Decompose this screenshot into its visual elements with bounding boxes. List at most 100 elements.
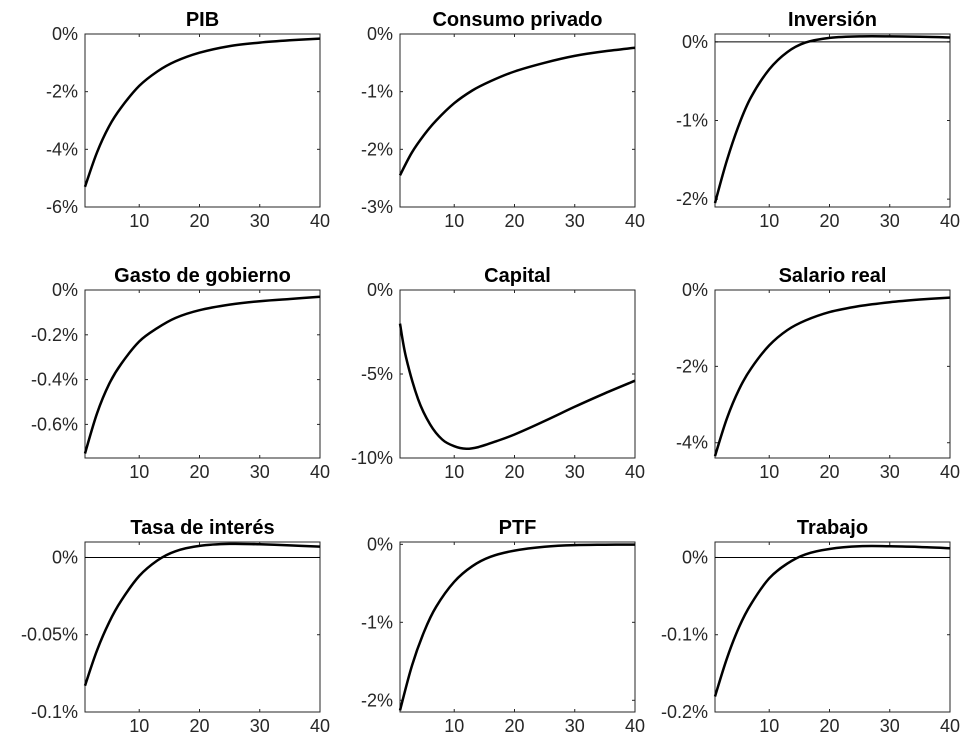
x-tick-label: 40: [625, 211, 645, 231]
y-tick-label: 0%: [52, 547, 78, 567]
x-tick-label: 40: [310, 462, 330, 482]
axes-box: [714, 33, 951, 208]
panel-title: Salario real: [779, 265, 887, 287]
panel-title: Capital: [484, 265, 551, 287]
x-tick-label: 40: [310, 716, 330, 736]
x-tick-label: 10: [129, 716, 149, 736]
x-tick-label: 40: [940, 716, 960, 736]
y-tick-label: -0.4%: [31, 370, 78, 390]
y-tick-label: 0%: [367, 24, 393, 44]
x-tick-label: 20: [819, 462, 839, 482]
y-tick-label: -1%: [361, 82, 393, 102]
y-tick-label: -1%: [676, 111, 708, 131]
y-tick-label: -4%: [676, 433, 708, 453]
x-tick-label: 10: [759, 462, 779, 482]
response-line: [83, 542, 321, 687]
panel-title: Gasto de gobierno: [114, 265, 291, 287]
y-tick-label: -0.1%: [31, 702, 78, 722]
x-tick-label: 20: [819, 211, 839, 231]
panel-title: PTF: [499, 517, 537, 539]
x-tick-label: 40: [625, 462, 645, 482]
panel-title: Tasa de interés: [130, 517, 274, 539]
y-tick-label: -2%: [676, 189, 708, 209]
y-tick-label: 0%: [682, 32, 708, 52]
axes-box: [399, 33, 636, 208]
x-tick-label: 40: [625, 716, 645, 736]
y-tick-label: -10%: [351, 448, 393, 468]
y-tick-label: -0.1%: [661, 625, 708, 645]
x-tick-label: 20: [189, 211, 209, 231]
x-tick-label: 30: [565, 211, 585, 231]
response-line: [713, 34, 951, 204]
axes-box: [84, 289, 321, 459]
y-tick-label: -0.05%: [21, 625, 78, 645]
y-tick-label: 0%: [367, 534, 393, 554]
x-tick-label: 30: [880, 211, 900, 231]
x-tick-label: 10: [444, 716, 464, 736]
x-tick-label: 30: [250, 462, 270, 482]
x-tick-label: 10: [129, 462, 149, 482]
panel-2: Consumo privado 10 20 30 40 -3% -2% -1% 0%: [361, 9, 645, 231]
x-tick-label: 20: [819, 716, 839, 736]
y-tick-label: -4%: [46, 139, 78, 159]
x-tick-label: 40: [310, 211, 330, 231]
axes-box: [714, 541, 951, 713]
x-tick-label: 20: [504, 211, 524, 231]
y-tick-label: -1%: [361, 612, 393, 632]
x-tick-label: 30: [880, 462, 900, 482]
x-tick-label: 10: [759, 716, 779, 736]
x-tick-label: 10: [444, 462, 464, 482]
axes-box: [714, 289, 951, 459]
x-tick-label: 20: [189, 462, 209, 482]
response-line: [398, 323, 636, 451]
axes-box: [399, 541, 636, 713]
x-tick-label: 30: [565, 716, 585, 736]
panel-5: Capital 10 20 30 40 -10% -5% 0%: [351, 265, 645, 482]
panel-6: Salario real 10 20 30 40 -4% -2% 0%: [676, 265, 960, 482]
response-line: [713, 544, 951, 697]
response-line: [398, 543, 636, 711]
y-tick-label: -0.2%: [31, 325, 78, 345]
axes-box: [84, 33, 321, 208]
y-tick-label: 0%: [682, 280, 708, 300]
x-tick-label: 30: [250, 211, 270, 231]
response-line: [83, 37, 321, 188]
y-tick-label: -3%: [361, 197, 393, 217]
x-tick-label: 40: [940, 211, 960, 231]
axes-box: [84, 541, 321, 713]
y-tick-label: 0%: [52, 280, 78, 300]
response-line: [83, 295, 321, 454]
panel-3: Inversión 10 20 30 40 -2% -1% 0%: [676, 9, 960, 231]
panel-9: Trabajo 10 20 30 40 -0.2% -0.1% 0%: [661, 517, 960, 736]
x-tick-label: 40: [940, 462, 960, 482]
panel-title: PIB: [186, 9, 219, 31]
y-tick-label: 0%: [682, 547, 708, 567]
y-tick-label: 0%: [367, 280, 393, 300]
y-tick-label: -0.2%: [661, 702, 708, 722]
y-tick-label: -0.6%: [31, 414, 78, 434]
x-tick-label: 10: [129, 211, 149, 231]
panel-7: Tasa de interés 10 20 30 40 -0.1% -0.05% 0%: [21, 517, 330, 736]
response-line: [713, 296, 951, 457]
y-tick-label: -2%: [361, 690, 393, 710]
response-line: [398, 46, 636, 176]
y-tick-label: -6%: [46, 197, 78, 217]
x-tick-label: 30: [565, 462, 585, 482]
panel-title: Consumo privado: [432, 9, 602, 31]
y-tick-label: -2%: [46, 82, 78, 102]
x-tick-label: 20: [504, 462, 524, 482]
y-tick-label: -5%: [361, 364, 393, 384]
panel-1: PIB 10 20 30 40 -6% -4% -2% 0%: [46, 9, 330, 231]
x-tick-label: 20: [189, 716, 209, 736]
y-tick-label: -2%: [676, 356, 708, 376]
panel-4: Gasto de gobierno 10 20 30 40 -0.6% -0.4% -0.2%…: [31, 265, 330, 482]
x-tick-label: 30: [880, 716, 900, 736]
x-tick-label: 10: [444, 211, 464, 231]
panel-title: Inversión: [788, 9, 877, 31]
x-tick-label: 20: [504, 716, 524, 736]
x-tick-label: 10: [759, 211, 779, 231]
x-tick-label: 30: [250, 716, 270, 736]
panel-title: Trabajo: [797, 517, 868, 539]
y-tick-label: -2%: [361, 139, 393, 159]
